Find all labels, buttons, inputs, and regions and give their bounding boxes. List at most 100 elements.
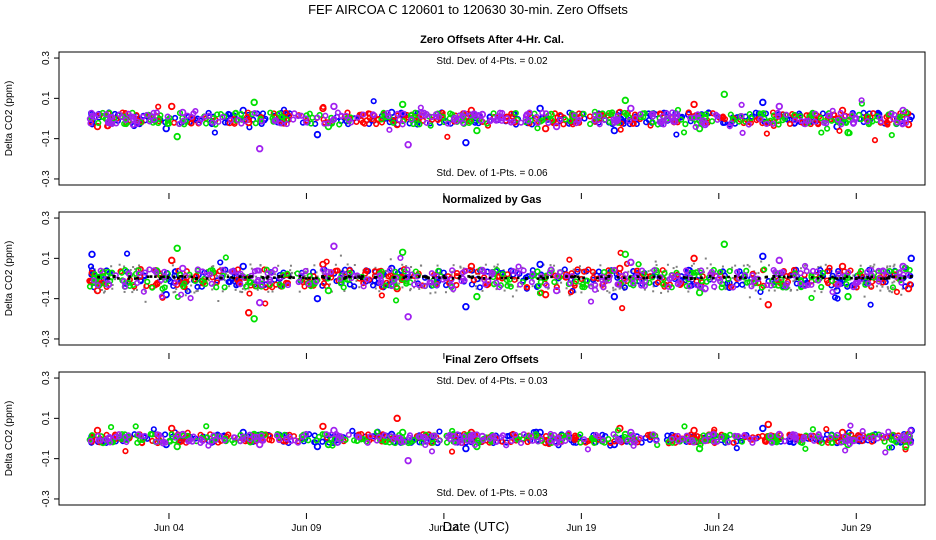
gray-point — [196, 289, 199, 292]
data-point — [462, 138, 470, 147]
gray-point — [649, 269, 652, 272]
gray-point — [418, 287, 421, 290]
purple-cloud-point — [251, 110, 258, 117]
gray-point — [888, 289, 891, 292]
data-point — [393, 414, 401, 423]
red-cloud-point — [362, 267, 370, 274]
purple-cloud-point — [649, 110, 657, 118]
green-cloud-point — [147, 430, 154, 438]
blue-cloud-point — [349, 427, 356, 434]
gray-point — [643, 288, 646, 291]
green-cloud-point — [771, 281, 778, 289]
green-cloud-point — [336, 121, 343, 128]
gray-point — [743, 286, 746, 289]
gray-point — [731, 266, 734, 269]
data-point — [462, 444, 470, 453]
black-cloud-point — [883, 277, 886, 280]
red-cloud-point — [871, 137, 879, 144]
purple-cloud-point — [845, 269, 852, 276]
purple-cloud-point — [837, 439, 845, 446]
purple-cloud-point — [525, 118, 532, 125]
green-cloud-point — [703, 111, 710, 118]
black-cloud-point — [903, 275, 907, 279]
gray-point — [725, 281, 728, 284]
purple-cloud-point — [838, 121, 845, 128]
black-cloud-point — [658, 276, 662, 280]
purple-cloud-point — [715, 275, 723, 282]
green-cloud-point — [507, 283, 514, 290]
gray-point — [734, 264, 737, 267]
gray-point — [184, 294, 187, 297]
gray-point — [303, 274, 306, 277]
red-cloud-point — [362, 270, 369, 277]
red-cloud-point — [334, 267, 341, 274]
gray-point — [863, 295, 866, 298]
purple-cloud-point — [290, 116, 297, 123]
purple-cloud-point — [835, 270, 842, 277]
black-cloud-point — [424, 275, 428, 278]
gray-point — [780, 278, 783, 281]
purple-cloud-point — [539, 109, 546, 116]
purple-cloud-point — [738, 101, 745, 108]
gray-point — [401, 263, 404, 266]
data-point — [552, 286, 561, 295]
gray-point — [877, 268, 880, 271]
gray-point — [619, 286, 622, 289]
purple-cloud-point — [774, 109, 781, 117]
data-point — [478, 266, 487, 275]
green-cloud-point — [735, 118, 743, 125]
red-cloud-point — [553, 283, 560, 291]
gray-point — [623, 287, 626, 290]
gray-point — [111, 287, 114, 290]
data-point — [701, 120, 709, 129]
purple-cloud-point — [748, 283, 755, 290]
red-cloud-point — [374, 116, 381, 123]
green-cloud-point — [587, 120, 594, 128]
red-cloud-point — [387, 436, 394, 443]
purple-cloud-point — [814, 268, 821, 275]
data-point — [404, 313, 412, 321]
gray-point — [298, 290, 301, 293]
purple-cloud-point — [302, 267, 309, 275]
red-cloud-point — [585, 266, 592, 273]
gray-point — [138, 264, 141, 267]
black-cloud-point — [422, 275, 425, 278]
black-cloud-point — [541, 276, 545, 280]
gray-point — [118, 263, 121, 266]
data-point — [313, 130, 322, 139]
gray-point — [886, 286, 889, 289]
data-point — [764, 300, 772, 309]
purple-cloud-point — [770, 266, 777, 274]
gray-point — [590, 284, 593, 287]
green-cloud-point — [797, 276, 804, 284]
y-tick-label: 0.3 — [41, 371, 52, 385]
green-cloud-point — [609, 109, 616, 116]
black-cloud-point — [652, 275, 656, 279]
black-cloud-point — [273, 276, 276, 279]
red-cloud-point — [730, 439, 737, 446]
purple-cloud-point — [711, 283, 718, 290]
black-cloud-point — [238, 275, 242, 279]
purple-cloud-point — [859, 428, 866, 435]
purple-cloud-point — [653, 437, 660, 444]
purple-cloud-point — [488, 116, 495, 124]
gray-point — [91, 265, 94, 268]
purple-cloud-point — [800, 434, 807, 441]
green-cloud-point — [284, 270, 291, 277]
green-cloud-point — [213, 284, 220, 291]
gray-point — [511, 295, 514, 298]
purple-cloud-point — [581, 436, 588, 443]
gray-point — [879, 289, 882, 292]
purple-cloud-point — [893, 119, 901, 126]
black-cloud-point — [177, 276, 180, 280]
purple-cloud-point — [769, 120, 777, 127]
purple-cloud-point — [159, 440, 166, 447]
green-cloud-point — [393, 284, 400, 291]
data-point — [720, 90, 729, 99]
green-cloud-point — [703, 278, 710, 285]
purple-cloud-point — [811, 118, 818, 125]
black-cloud-point — [888, 275, 891, 278]
purple-cloud-point — [508, 437, 515, 445]
data-point — [404, 140, 412, 149]
blue-cloud-point — [225, 278, 232, 286]
